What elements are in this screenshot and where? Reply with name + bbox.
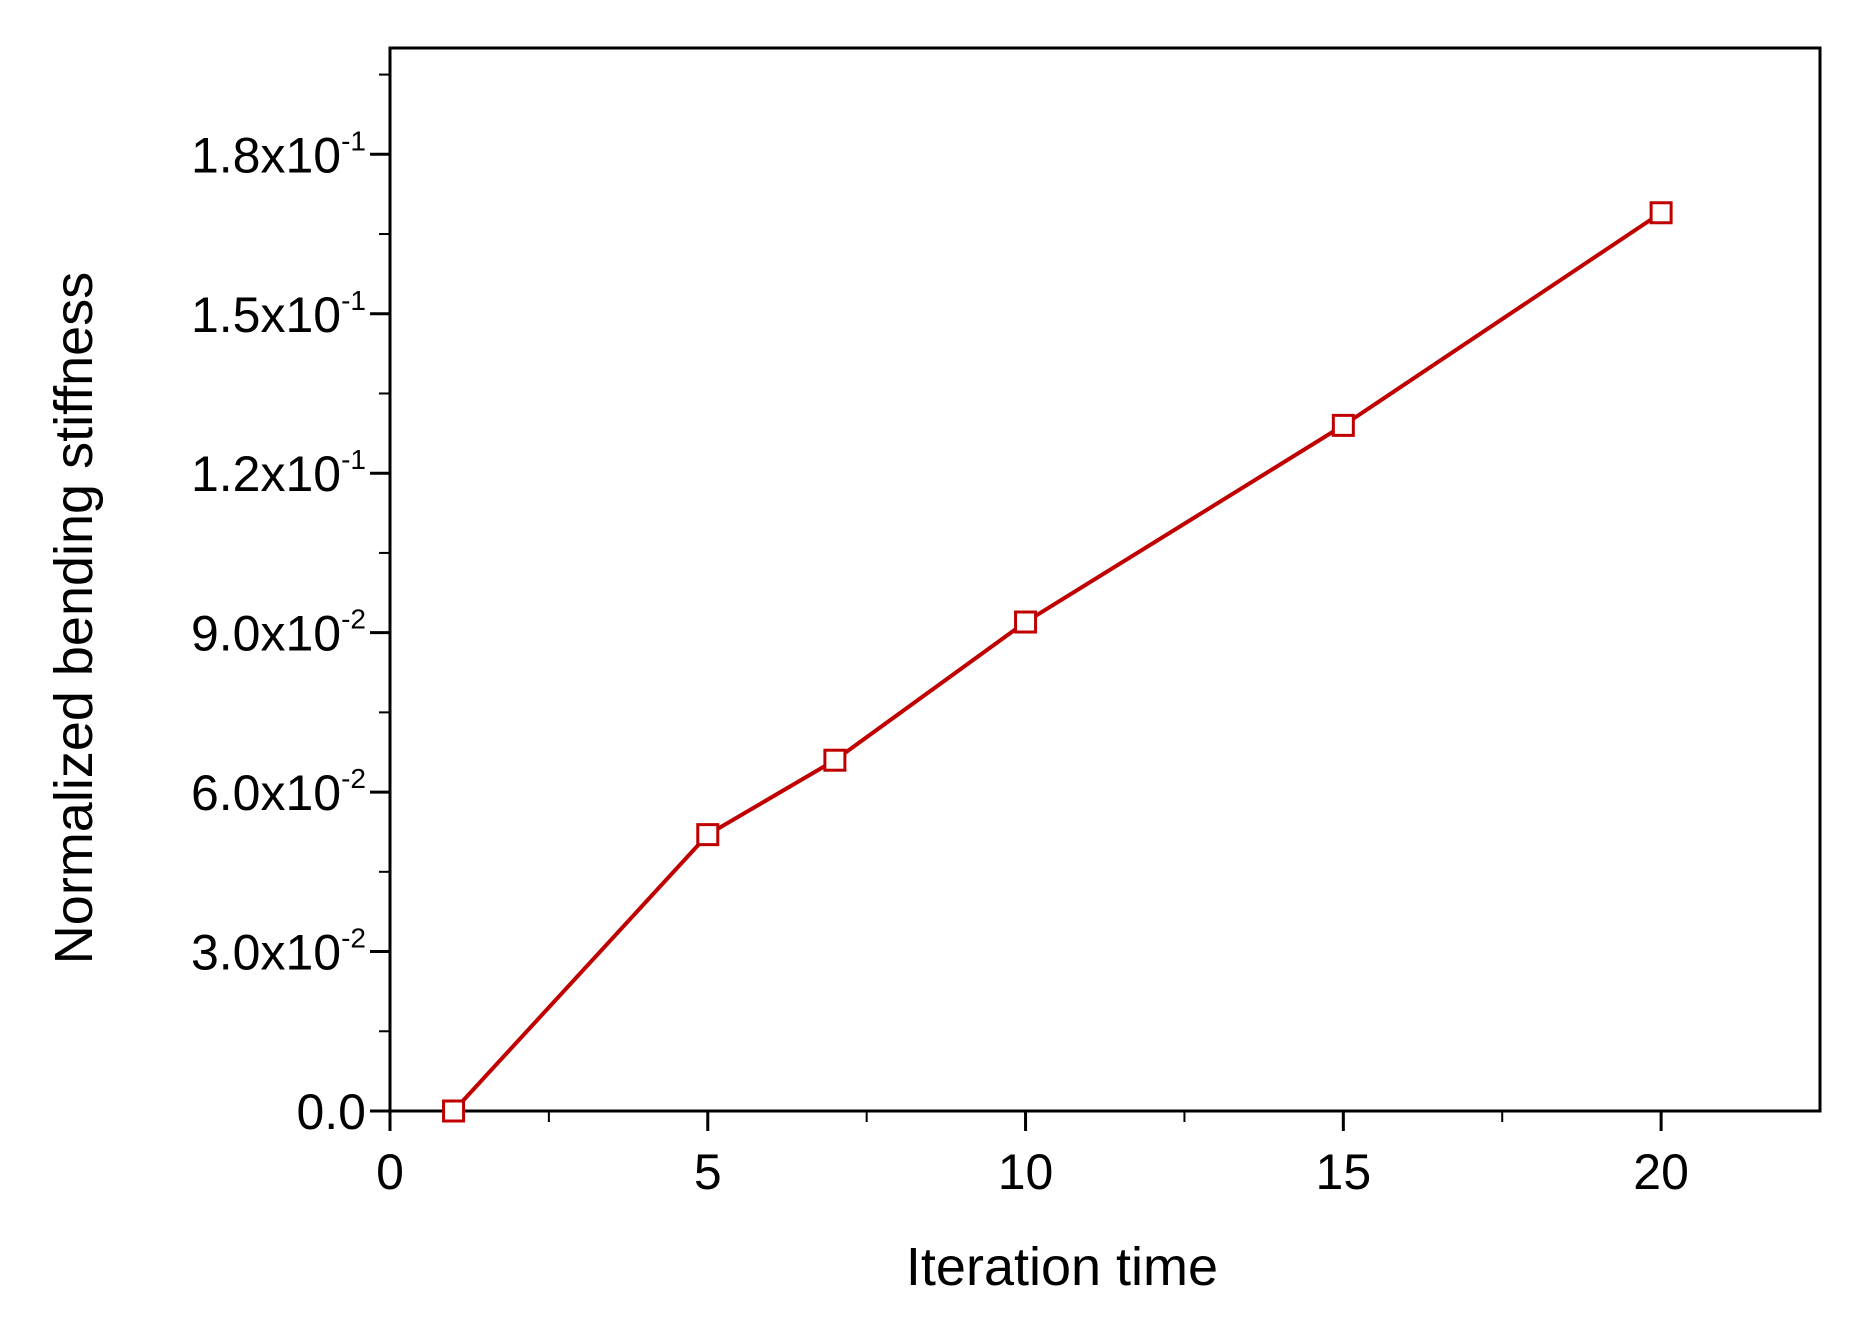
data-point-marker xyxy=(1331,413,1355,437)
y-tick-label: 6.0x10-2 xyxy=(191,763,366,821)
y-tick-exponent: -2 xyxy=(341,604,366,635)
x-axis: 0 5 10 15 20 xyxy=(376,1111,1689,1200)
y-tick-mantissa: 6.0x10 xyxy=(191,765,341,821)
y-tick-exponent: -1 xyxy=(341,125,366,156)
y-tick-mantissa: 1.2x10 xyxy=(191,446,341,502)
y-tick-label: 1.8x10-1 xyxy=(191,125,366,183)
data-point-marker xyxy=(1014,610,1038,634)
x-tick-label: 10 xyxy=(998,1144,1054,1200)
y-tick-exponent: -1 xyxy=(341,285,366,316)
y-tick-label: 1.5x10-1 xyxy=(191,285,366,343)
y-tick-exponent: -2 xyxy=(341,923,366,954)
x-tick-label: 0 xyxy=(376,1144,404,1200)
series-layer xyxy=(442,201,1673,1123)
y-tick-mantissa: 1.8x10 xyxy=(191,127,341,183)
y-tick-mantissa: 9.0x10 xyxy=(191,606,341,662)
data-point-marker xyxy=(1649,201,1673,225)
y-tick-label: 3.0x10-2 xyxy=(191,923,366,981)
y-axis-title: Normalized bending stiffness xyxy=(44,272,104,964)
y-tick-exponent: -1 xyxy=(341,444,366,475)
y-tick-label: 0.0 xyxy=(296,1084,366,1140)
data-point-marker xyxy=(442,1099,466,1123)
data-point-marker xyxy=(823,748,847,772)
x-axis-title: Iteration time xyxy=(906,1237,1218,1297)
y-axis: 0.03.0x10-26.0x10-29.0x10-21.2x10-11.5x1… xyxy=(191,73,390,1140)
y-tick-mantissa: 1.5x10 xyxy=(191,287,341,343)
x-tick-label: 20 xyxy=(1633,1144,1689,1200)
y-tick-label: 1.2x10-1 xyxy=(191,444,366,502)
y-tick-mantissa: 3.0x10 xyxy=(191,925,341,981)
x-tick-label: 15 xyxy=(1316,1144,1372,1200)
y-tick-exponent: -2 xyxy=(341,763,366,794)
series-line xyxy=(452,211,1663,1113)
data-point-marker xyxy=(696,823,720,847)
y-tick-label: 9.0x10-2 xyxy=(191,604,366,662)
plot-frame xyxy=(388,46,1822,1113)
x-tick-label: 5 xyxy=(694,1144,722,1200)
